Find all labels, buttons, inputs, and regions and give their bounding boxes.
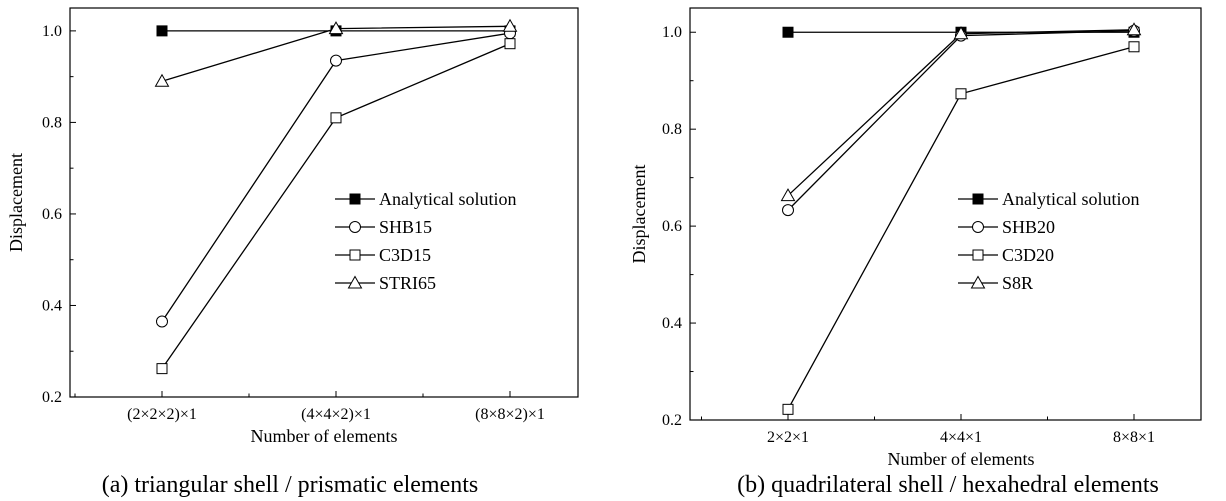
- legend-entry: C3D20: [1002, 245, 1054, 265]
- plot-frame: [69, 7, 579, 398]
- y-tick-label: 0.2: [662, 412, 682, 429]
- series-line-square: [787, 46, 1135, 410]
- data-point-triangle: [328, 21, 344, 35]
- legend-entry: STRI65: [379, 273, 436, 293]
- x-tick-label: 4×4×1: [940, 429, 982, 446]
- y-tick-label: 0.2: [42, 389, 62, 406]
- figure-caption: (a) triangular shell / prismatic element…: [102, 472, 479, 498]
- legend-marker-circle: [349, 221, 361, 233]
- data-point-triangle: [502, 18, 518, 32]
- data-point-square: [330, 112, 342, 124]
- chart-a: 0.2 0.4 0.6 0.8 1.0 (2×2×2)×1 (4×4×2)×1 (8×8×2)…: [6, 7, 579, 498]
- y-tick-label: 0.6: [42, 206, 62, 223]
- data-point-square: [782, 403, 794, 415]
- y-tick-label: 0.8: [662, 121, 682, 138]
- figure-caption: (b) quadrilateral shell / hexahedral ele…: [737, 472, 1159, 498]
- y-tick-label: 1.0: [662, 24, 682, 41]
- data-point-circle: [156, 315, 168, 328]
- y-tick-label: 0.8: [42, 114, 62, 131]
- x-tick-label: (4×4×2)×1: [301, 406, 371, 423]
- series-line-circle: [161, 32, 511, 322]
- data-point-square: [955, 88, 967, 100]
- y-tick-label: 0.4: [662, 315, 682, 332]
- legend-entry: Analytical solution: [379, 189, 516, 209]
- data-point-triangle: [780, 188, 796, 202]
- data-point-filled-square: [156, 25, 168, 37]
- y-tick-label: 0.4: [42, 297, 62, 314]
- data-point-triangle: [1126, 22, 1142, 36]
- data-point-filled-square: [782, 26, 794, 38]
- x-tick-label: 8×8×1: [1113, 429, 1155, 446]
- series-line-circle: [787, 30, 1135, 211]
- legend-marker-filled-square: [972, 193, 984, 205]
- x-tick-label: 2×2×1: [767, 429, 809, 446]
- x-axis-label: Number of elements: [888, 449, 1035, 469]
- series-line-triangle: [787, 29, 1135, 197]
- data-point-circle: [330, 54, 342, 67]
- y-tick-label: 1.0: [42, 23, 62, 40]
- y-axis-label: Displacement: [6, 153, 26, 252]
- legend-marker-square: [972, 249, 984, 261]
- y-tick-label: 0.6: [662, 218, 682, 235]
- chart-b: 0.2 0.4 0.6 0.8 1.0 2×2×1 4×4×1 8×8×1 Number of …: [629, 7, 1202, 498]
- legend-entry: SHB15: [379, 217, 432, 237]
- data-point-square: [156, 363, 168, 375]
- data-point-square: [1128, 41, 1140, 53]
- data-point-circle: [782, 204, 794, 217]
- x-axis-label: Number of elements: [251, 426, 398, 446]
- data-point-square: [504, 38, 516, 50]
- y-axis-label: Displacement: [629, 165, 649, 264]
- x-tick-label: (2×2×2)×1: [127, 406, 197, 423]
- data-point-triangle: [154, 73, 170, 87]
- legend-marker-filled-square: [349, 193, 361, 205]
- legend-marker-triangle: [970, 275, 986, 289]
- legend-entry: S8R: [1002, 273, 1033, 293]
- legend-entry: C3D15: [379, 245, 431, 265]
- data-point-triangle: [953, 26, 969, 40]
- plot-frame: [689, 7, 1202, 421]
- legend-marker-circle: [972, 221, 984, 233]
- legend-marker-square: [349, 249, 361, 261]
- legend-marker-triangle: [347, 275, 363, 289]
- legend-entry: Analytical solution: [1002, 189, 1139, 209]
- legend-entry: SHB20: [1002, 217, 1055, 237]
- x-tick-label: (8×8×2)×1: [475, 406, 545, 423]
